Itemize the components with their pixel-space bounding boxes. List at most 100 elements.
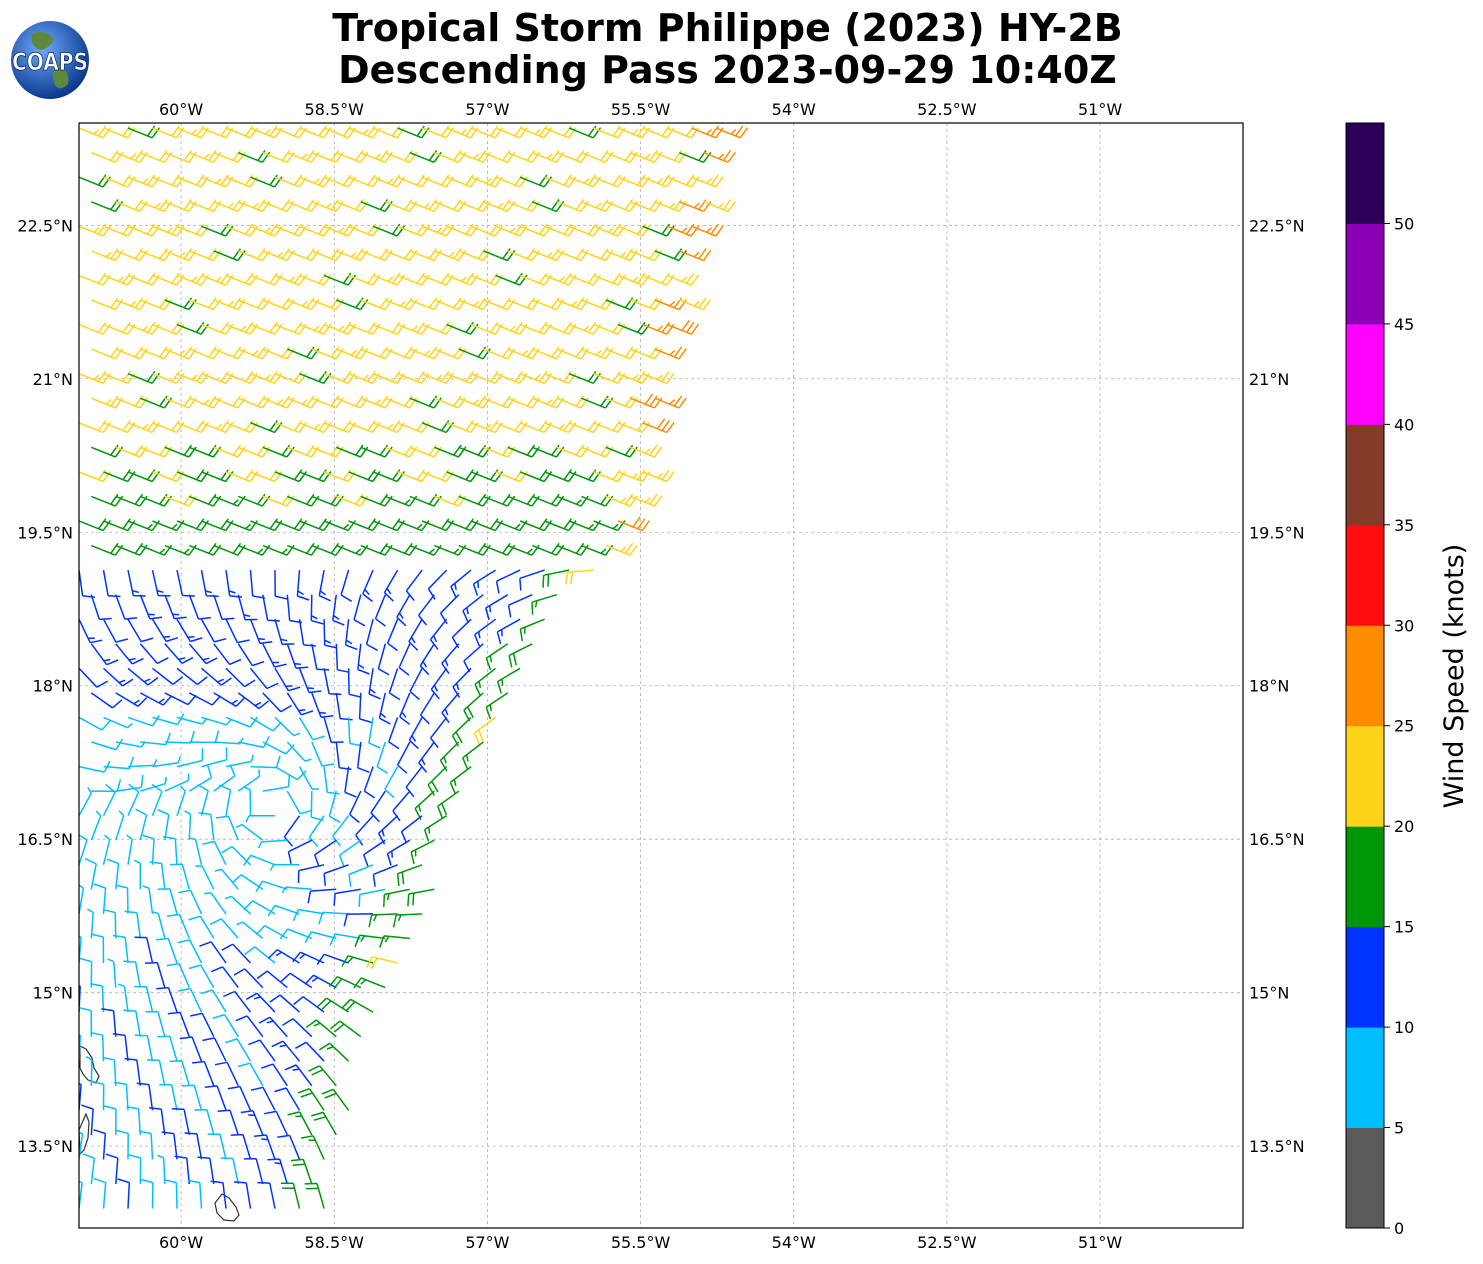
colorbar-tick-label: 25 — [1394, 717, 1414, 736]
wind-barb — [336, 493, 369, 507]
wind-barb — [127, 469, 161, 483]
colorbar-bin — [1346, 926, 1384, 1028]
colorbar-tick-label: 15 — [1394, 918, 1414, 937]
page-title: Tropical Storm Philippe (2023) HY-2B — [332, 6, 1123, 50]
wind-barb — [372, 321, 406, 335]
wind-barb — [407, 888, 435, 907]
wind-barb — [79, 716, 111, 731]
wind-barb — [90, 810, 102, 841]
colorbar-bin — [1346, 1027, 1384, 1129]
wind-barb — [103, 420, 136, 434]
wind-barb — [336, 544, 369, 556]
wind-barb — [458, 444, 491, 458]
wind-barb — [79, 420, 112, 434]
wind-barb — [458, 248, 491, 262]
wind-barb — [213, 594, 235, 621]
wind-barb — [140, 346, 173, 360]
wind-barb — [236, 921, 264, 939]
wind-barb — [484, 594, 509, 621]
wind-barb — [329, 933, 361, 946]
wind-barb — [189, 730, 220, 744]
wind-barb — [458, 149, 491, 163]
wind-barb — [385, 444, 418, 458]
wind-barb — [124, 910, 142, 939]
colorbar-bin — [1346, 625, 1384, 727]
wind-barb — [197, 783, 209, 816]
wind-barb — [213, 199, 246, 213]
wind-barb — [568, 125, 602, 139]
wind-barb — [372, 223, 406, 237]
wind-barb — [243, 786, 252, 816]
wind-barb — [446, 125, 479, 139]
wind-barb — [299, 518, 332, 532]
wind-barb — [103, 321, 136, 335]
wind-barb — [507, 594, 533, 618]
wind-barb — [483, 346, 516, 360]
wind-barb — [564, 569, 594, 585]
wind-barb — [159, 1083, 178, 1111]
wind-barb — [188, 964, 215, 988]
wind-barb — [362, 569, 374, 603]
wind-barb — [250, 174, 283, 188]
wind-barb — [195, 865, 215, 890]
wind-barb — [115, 297, 148, 311]
wind-barb — [343, 913, 374, 927]
wind-barb — [374, 594, 386, 627]
wind-barb — [642, 418, 675, 434]
wind-barb — [225, 520, 259, 532]
wind-barb — [483, 199, 516, 213]
wind-barb — [189, 149, 222, 163]
wind-barb — [360, 493, 393, 507]
wind-barb — [605, 444, 638, 458]
wind-barb — [79, 370, 112, 384]
wind-barb — [666, 320, 700, 335]
wind-barb — [593, 174, 626, 188]
wind-barb — [164, 730, 195, 744]
wind-barb — [238, 248, 271, 262]
wind-barb — [581, 544, 614, 556]
wind-barb — [495, 569, 521, 594]
wind-barb — [177, 939, 203, 964]
wind-barb — [385, 542, 418, 556]
wind-barb — [630, 297, 663, 311]
wind-barb — [164, 346, 197, 360]
wind-barb — [446, 420, 479, 434]
wind-barb — [262, 594, 280, 622]
wind-barb — [127, 321, 161, 335]
wind-barb — [333, 888, 361, 906]
wind-barb — [103, 1105, 117, 1135]
wind-barb — [409, 248, 442, 262]
wind-barb — [458, 297, 491, 311]
colorbar-frame — [1345, 122, 1385, 1229]
wind-barb — [139, 594, 163, 620]
wind-barb — [519, 370, 553, 384]
wind-barb — [274, 469, 308, 483]
wind-barb — [262, 444, 295, 458]
wind-barb — [348, 272, 381, 286]
wind-barb — [556, 248, 589, 262]
wind-barb — [336, 199, 369, 213]
wind-barb — [323, 717, 344, 744]
wind-barb — [271, 1040, 301, 1062]
wind-barb — [91, 297, 124, 311]
wind-barb — [470, 272, 504, 286]
wind-barb — [642, 321, 675, 335]
wind-barb — [385, 149, 418, 163]
wind-barb — [189, 297, 222, 311]
wind-barb — [91, 1080, 105, 1111]
wind-barb — [409, 444, 442, 458]
wind-barb — [654, 346, 687, 360]
wind-barb — [267, 1158, 289, 1185]
wind-barb — [348, 469, 381, 483]
lon-tick-label-bottom: 55.5°W — [611, 1233, 671, 1252]
wind-barb — [348, 370, 381, 384]
wind-barb — [135, 808, 148, 841]
wind-barb — [224, 895, 252, 915]
wind-barb — [344, 619, 358, 651]
wind-barb — [568, 272, 602, 286]
wind-barb — [262, 395, 295, 409]
wind-barb — [140, 149, 173, 163]
wind-barb — [127, 569, 146, 597]
wind-barb — [298, 668, 322, 694]
wind-barb — [151, 911, 166, 939]
